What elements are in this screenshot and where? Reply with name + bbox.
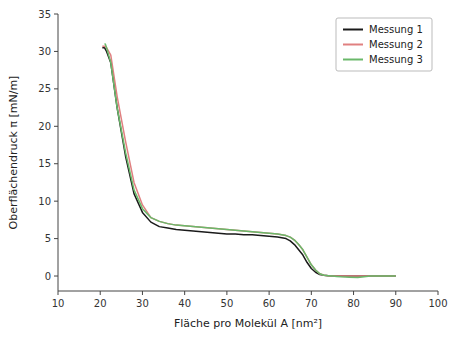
x-tick (226, 291, 227, 295)
y-tick (54, 201, 58, 202)
x-tick-label: 90 (389, 298, 402, 309)
y-tick-label: 30 (38, 46, 51, 57)
x-tick-label: 20 (94, 298, 107, 309)
y-tick-label: 25 (38, 83, 51, 94)
x-tick-label: 10 (52, 298, 65, 309)
x-tick (395, 291, 396, 295)
series-lines (102, 44, 395, 278)
legend: Messung 1 Messung 2 Messung 3 (336, 18, 432, 71)
y-tick-label: 20 (38, 121, 51, 132)
y-tick-label: 5 (45, 233, 51, 244)
x-tick-label: 100 (428, 298, 447, 309)
series-line (102, 48, 395, 276)
y-tick (54, 163, 58, 164)
x-tick (142, 291, 143, 295)
y-tick-label: 0 (45, 271, 51, 282)
y-tick (54, 14, 58, 15)
x-tick-label: 60 (263, 298, 276, 309)
x-tick (438, 291, 439, 295)
legend-swatch (343, 29, 363, 31)
y-axis-line (58, 14, 59, 291)
legend-label: Messung 2 (369, 39, 423, 50)
x-tick-label: 30 (136, 298, 149, 309)
x-tick (58, 291, 59, 295)
y-tick-label: 15 (38, 158, 51, 169)
x-tick-label: 80 (347, 298, 360, 309)
x-tick (311, 291, 312, 295)
x-tick-label: 70 (305, 298, 318, 309)
legend-box (336, 18, 432, 71)
y-axis-label: Oberflächendruck π [mN/m] (7, 76, 20, 230)
y-tick (54, 88, 58, 89)
x-tick-label: 40 (178, 298, 191, 309)
y-tick (54, 126, 58, 127)
background (0, 0, 454, 337)
legend-label: Messung 1 (369, 24, 423, 35)
axes: 10 20 30 40 50 60 70 80 90 100 0 5 10 15 20 25 30 35 (38, 9, 447, 310)
y-tick (54, 238, 58, 239)
y-tick-label: 10 (38, 196, 51, 207)
series-line (102, 46, 395, 276)
legend-label: Messung 3 (369, 54, 423, 65)
y-tick-label: 35 (38, 9, 51, 20)
legend-swatch (343, 59, 363, 61)
y-tick (54, 51, 58, 52)
x-tick (184, 291, 185, 295)
x-axis-label: Fläche pro Molekül A [nm²] (174, 317, 322, 330)
x-tick (100, 291, 101, 295)
legend-swatch (343, 44, 363, 46)
chart: 10 20 30 40 50 60 70 80 90 100 0 5 10 15 20 25 30 35 Fläch… (0, 0, 454, 337)
y-tick (54, 276, 58, 277)
series-line (104, 44, 395, 278)
x-tick (353, 291, 354, 295)
x-tick (269, 291, 270, 295)
x-tick-label: 50 (221, 298, 234, 309)
x-axis-line (58, 291, 438, 292)
